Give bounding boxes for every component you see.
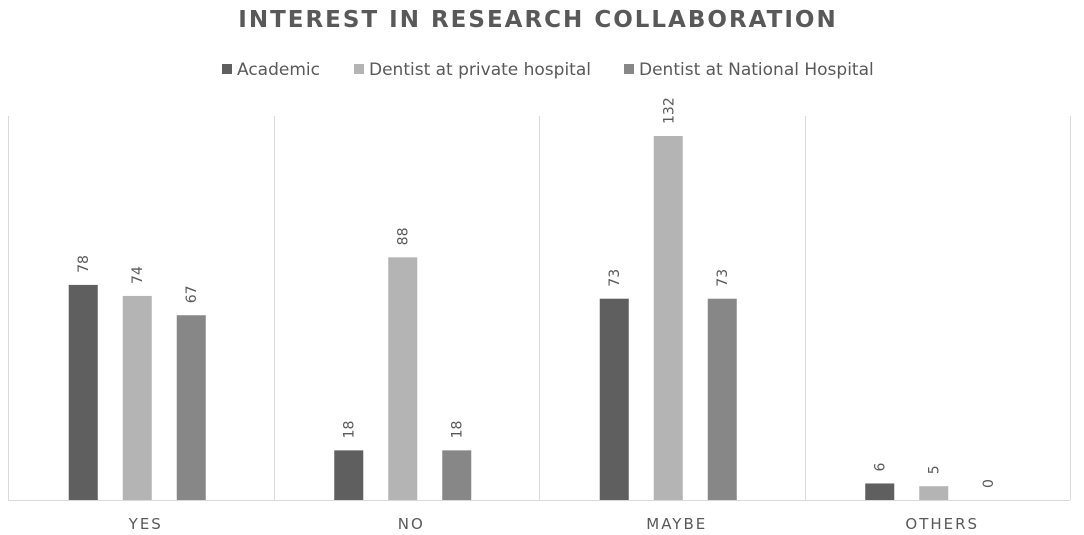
data-label-no-dentist-at-national-hospital: 18 <box>450 421 466 439</box>
category-label-others: OTHERS <box>905 515 979 533</box>
bar-maybe-academic <box>599 298 629 500</box>
bar-maybe-dentist-at-national-hospital <box>707 298 737 500</box>
legend-swatch-academic <box>222 64 232 74</box>
chart-title: INTEREST IN RESEARCH COLLABORATION <box>238 7 837 33</box>
bar-no-academic <box>334 450 364 500</box>
category-separators <box>8 116 1071 500</box>
bar-no-dentist-at-private-hospital <box>388 257 418 500</box>
data-labels: 78 74 67 18 88 18 73 132 73 6 5 0 <box>76 97 997 488</box>
x-axis-tick-labels: YES NO MAYBE OTHERS <box>128 515 979 533</box>
data-label-no-dentist-at-private-hospital: 88 <box>396 228 412 246</box>
data-label-maybe-dentist-at-national-hospital: 73 <box>715 269 731 287</box>
category-label-no: NO <box>398 515 425 533</box>
category-label-yes: YES <box>128 515 163 533</box>
data-label-others-dentist-at-private-hospital: 5 <box>927 465 943 474</box>
bar-yes-dentist-at-private-hospital <box>122 295 152 500</box>
legend-swatch-dentist-at-private-hospital <box>354 64 364 74</box>
bar-others-academic <box>865 483 895 500</box>
legend-label-academic: Academic <box>237 60 320 80</box>
data-label-maybe-dentist-at-private-hospital: 132 <box>661 97 677 124</box>
legend-label-dentist-at-private-hospital: Dentist at private hospital <box>369 60 591 80</box>
data-label-yes-academic: 78 <box>76 255 92 273</box>
bars <box>68 136 949 500</box>
legend-label-dentist-at-national-hospital: Dentist at National Hospital <box>639 60 874 80</box>
data-label-yes-dentist-at-national-hospital: 67 <box>184 285 200 303</box>
data-label-maybe-academic: 73 <box>607 269 623 287</box>
bar-maybe-dentist-at-private-hospital <box>653 136 683 500</box>
data-label-others-dentist-at-national-hospital: 0 <box>981 479 997 488</box>
bar-others-dentist-at-private-hospital <box>919 486 949 500</box>
legend-swatch-dentist-at-national-hospital <box>624 64 634 74</box>
bar-yes-academic <box>68 284 98 500</box>
bar-yes-dentist-at-national-hospital <box>176 315 206 500</box>
data-label-no-academic: 18 <box>342 421 358 439</box>
data-label-others-academic: 6 <box>873 462 889 471</box>
legend-item-dentist-at-national-hospital: Dentist at National Hospital <box>624 60 874 80</box>
legend-item-academic: Academic <box>222 60 320 80</box>
data-label-yes-dentist-at-private-hospital: 74 <box>130 266 146 284</box>
bar-no-dentist-at-national-hospital <box>442 450 472 500</box>
legend: Academic Dentist at private hospital Denti… <box>222 60 874 80</box>
legend-item-dentist-at-private-hospital: Dentist at private hospital <box>354 60 591 80</box>
category-label-maybe: MAYBE <box>646 515 707 533</box>
